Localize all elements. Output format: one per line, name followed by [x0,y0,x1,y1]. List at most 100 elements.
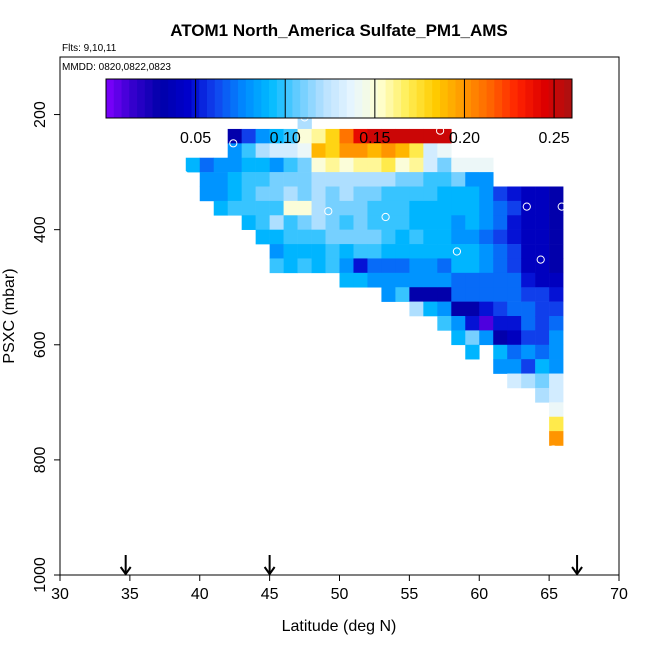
heatmap-cell [395,244,410,259]
flight-marker [522,202,531,211]
heatmap-cell [535,330,550,346]
heatmap-cell [367,244,382,259]
heatmap-cell [451,172,466,187]
heatmap-cell [549,316,564,331]
colorbar-segment [393,79,402,118]
heatmap-cell [437,244,452,259]
heatmap-cell [213,200,228,216]
heatmap-cell [367,229,382,245]
heatmap-cell [381,258,396,274]
heatmap-cell [507,186,522,202]
heatmap-cell [199,157,215,173]
heatmap-cell [437,172,452,187]
heatmap-cell [297,128,312,144]
heatmap-cell [493,244,508,259]
heatmap-cell [311,128,326,144]
heatmap-cell [297,244,312,259]
heatmap-cell [521,287,536,302]
heatmap-cell [325,128,340,144]
heatmap-cell [227,157,242,173]
heatmap-cell [479,316,494,331]
heatmap-cell [423,287,438,302]
heatmap-cell [409,215,424,230]
heatmap-cell [311,186,326,202]
heatmap-cell [381,157,396,173]
x-axis-label: Latitude (deg N) [282,618,397,635]
colorbar-segment [222,79,231,118]
heatmap-cell [409,272,424,288]
colorbar-tick-label: 0.05 [180,130,211,147]
heatmap-cell [549,359,564,374]
heatmap-cell [381,143,396,159]
heatmap-cell [367,128,382,144]
heatmap-cell [549,402,564,418]
heatmap-cell [437,215,452,230]
heatmap-cell [339,200,354,216]
heatmap-cell [409,128,424,144]
heatmap-cell [507,272,522,288]
heatmap-cell [521,186,536,202]
x-tick-label: 30 [51,586,69,603]
x-tick-label: 35 [121,586,139,603]
heatmap-cell [535,186,550,202]
heatmap-cell [423,301,438,317]
colorbar-segment [168,79,177,118]
heatmap-cell [269,128,284,144]
colorbar-segment [160,79,169,118]
colorbar-segment [509,79,519,118]
colorbar-segment [323,79,332,118]
colorbar-segment [199,79,208,118]
heatmap-cell [297,200,312,216]
heatmap-cell [269,143,284,159]
colorbar-tick-label: 0.10 [270,130,301,147]
colorbar-segment [121,79,130,118]
heatmap-cell [353,172,368,187]
heatmap-cell [255,143,270,159]
heatmap-cell [549,330,564,346]
heatmap-cell [479,330,494,346]
flights-label: Flts: 9,10,11 [62,43,117,54]
heatmap-cell [549,258,564,274]
flight-marker [436,126,445,135]
heatmap-cell [241,143,256,159]
colorbar-segment [517,79,526,118]
heatmap-cell [353,244,368,259]
heatmap-cell [283,200,298,216]
heatmap-cell [465,229,480,245]
flight-marker [549,445,558,454]
y-tick-label: 1000 [32,557,49,593]
heatmap-cell [423,244,438,259]
heatmap-cell [367,157,382,173]
y-axis-label: PSXC (mbar) [1,268,18,363]
heatmap-cell [353,157,368,173]
heatmap-cell [367,143,382,159]
heatmap-cell [521,330,536,346]
heatmap-cell [535,244,550,259]
heatmap-cell [381,186,396,202]
heatmap-cell [241,172,256,187]
heatmap-cell [311,229,326,245]
heatmap-cell [535,229,550,245]
heatmap-cell [283,157,298,173]
heatmap-cell [451,330,466,346]
colorbar-segment [300,79,309,118]
y-tick-label: 400 [32,216,49,243]
heatmap-cell [339,128,354,144]
heatmap-cell [437,272,452,288]
heatmap-cell [241,200,256,216]
heatmap-cell [465,316,480,331]
heatmap-cell [185,157,201,173]
colorbar-tick-label: 0.20 [449,130,480,147]
heatmap-cell [297,143,312,159]
heatmap-cell [269,215,284,230]
heatmap-cell [437,186,452,202]
colorbar-segment [463,79,472,118]
heatmap-cell [535,272,550,288]
heatmap-cell [367,258,382,274]
heatmap-cell [451,272,466,288]
latitude-arrows [119,555,583,576]
heatmap-cell [535,215,550,230]
colorbar-segment [269,79,278,118]
heatmap-cell [507,244,522,259]
heatmap-cell [535,359,550,374]
